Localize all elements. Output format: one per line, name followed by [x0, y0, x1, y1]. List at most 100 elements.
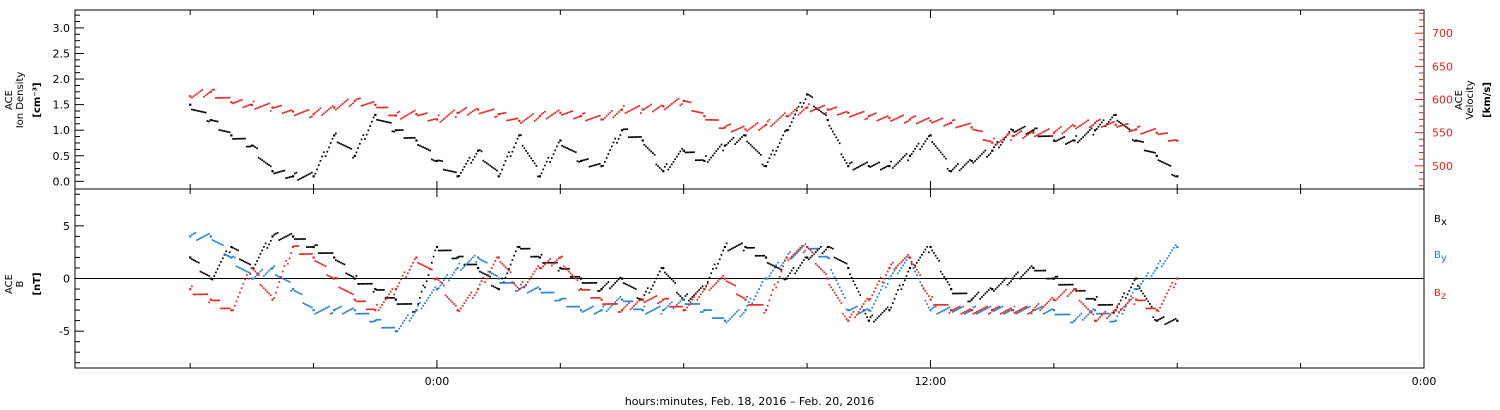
bx-trace-dot	[359, 283, 361, 285]
by-trace-dot	[640, 308, 642, 311]
density-trace-dot	[247, 145, 250, 148]
bx-trace-dot	[592, 282, 594, 284]
bx-trace-dot	[891, 302, 894, 304]
by-point	[600, 309, 603, 312]
bx-trace-dot	[926, 246, 928, 248]
velocity-trace-dot	[790, 112, 793, 114]
by-trace-dot	[359, 312, 361, 315]
bx-trace-dot	[197, 261, 200, 264]
by-trace-dot	[795, 252, 798, 254]
by-trace-dot	[1161, 265, 1163, 268]
velocity-trace-dot	[554, 111, 557, 114]
by-trace-dot	[335, 308, 337, 311]
density-trace-dot	[653, 153, 656, 156]
density-trace-dot	[792, 117, 795, 120]
bx-trace-dot	[1003, 279, 1006, 282]
by-trace-dot	[324, 307, 327, 310]
density-trace-dot	[799, 101, 802, 104]
density-trace-dot	[424, 147, 426, 149]
bz-trace-dot	[643, 301, 646, 304]
by-trace-dot	[722, 317, 725, 319]
velocity-trace-dot	[285, 111, 288, 113]
density-trace-dot	[873, 164, 875, 166]
by-trace-dot	[705, 309, 707, 311]
bz-trace-dot	[705, 284, 707, 287]
density-trace-dot	[912, 150, 915, 153]
density-trace-dot	[276, 171, 279, 174]
density-trace-dot	[914, 148, 916, 150]
velocity-trace-dot	[388, 114, 390, 117]
bz-trace-dot	[259, 283, 262, 286]
bx-trace-dot	[643, 294, 646, 297]
by-trace-dot	[463, 265, 466, 268]
velocity-trace-dot	[460, 110, 462, 113]
velocity-trace-dot	[1027, 133, 1030, 136]
bx-trace-dot	[384, 297, 387, 299]
bx-trace-dot	[417, 303, 419, 305]
velocity-trace-dot	[689, 101, 692, 104]
bx-trace-dot	[276, 231, 279, 234]
density-trace-dot	[706, 161, 709, 163]
bx-trace-dot	[576, 275, 579, 278]
velocity-trace-dot	[1044, 130, 1047, 132]
by-trace-dot	[371, 320, 373, 323]
velocity-trace-dot	[273, 106, 276, 109]
bz-trace-dot	[206, 293, 209, 296]
by-trace-dot	[429, 294, 431, 297]
density-trace-dot	[499, 172, 502, 175]
velocity-trace-dot	[1171, 139, 1173, 142]
velocity-trace-dot	[807, 103, 810, 105]
density-trace-dot	[233, 138, 236, 140]
bz-trace-dot	[898, 262, 901, 265]
density-trace-dot	[350, 147, 353, 150]
bx-trace-dot	[751, 246, 754, 249]
bx-trace-dot	[257, 256, 260, 259]
density-trace-dot	[693, 151, 695, 154]
velocity-trace-dot	[304, 110, 306, 113]
bx-trace-dot	[345, 272, 348, 275]
velocity-trace-dot	[982, 139, 985, 141]
velocity-trace-dot	[377, 106, 380, 109]
by-trace-dot	[581, 311, 584, 313]
bz-trace-dot	[568, 270, 570, 273]
velocity-trace-dot	[799, 112, 802, 114]
bx-trace-dot	[655, 277, 658, 280]
velocity-trace-dot	[969, 122, 971, 125]
bz-trace-dot	[1039, 309, 1042, 312]
bx-trace-dot	[770, 263, 772, 266]
by-trace-dot	[427, 297, 430, 299]
velocity-trace-dot	[994, 144, 997, 146]
bz-trace-dot	[1058, 296, 1060, 298]
by-point	[250, 277, 254, 280]
by-trace-dot	[1078, 314, 1081, 317]
by-trace-dot	[984, 308, 987, 311]
velocity-trace-dot	[658, 105, 661, 108]
density-trace-dot	[266, 163, 269, 165]
by-trace-dot	[616, 299, 618, 302]
density-trace-dot	[614, 137, 617, 140]
bx-trace-dot	[614, 282, 617, 284]
velocity-trace-dot	[996, 142, 999, 145]
bz-trace-dot	[269, 294, 272, 297]
bz-trace-dot	[689, 301, 692, 304]
density-trace-dot	[576, 160, 579, 162]
velocity-point	[847, 111, 850, 114]
bz-trace-dot	[706, 282, 709, 285]
density-trace-dot	[1133, 140, 1136, 142]
by-trace-dot	[288, 281, 291, 283]
velocity-trace-dot	[698, 111, 701, 114]
bz-point	[435, 277, 439, 280]
by-trace-dot	[874, 299, 877, 302]
bz-trace-dot	[547, 260, 550, 262]
velocity-trace-dot	[213, 88, 216, 91]
bx-trace-dot	[1035, 269, 1038, 272]
velocity-trace-dot	[960, 125, 963, 127]
by-trace-dot	[897, 272, 899, 275]
by-trace-dot	[496, 275, 498, 277]
density-trace-dot	[1137, 139, 1139, 142]
bz-trace-dot	[933, 304, 935, 306]
density-trace-dot	[504, 159, 507, 162]
by-trace-dot	[275, 274, 277, 276]
density-point	[189, 103, 192, 106]
by-trace-dot	[1137, 288, 1139, 290]
